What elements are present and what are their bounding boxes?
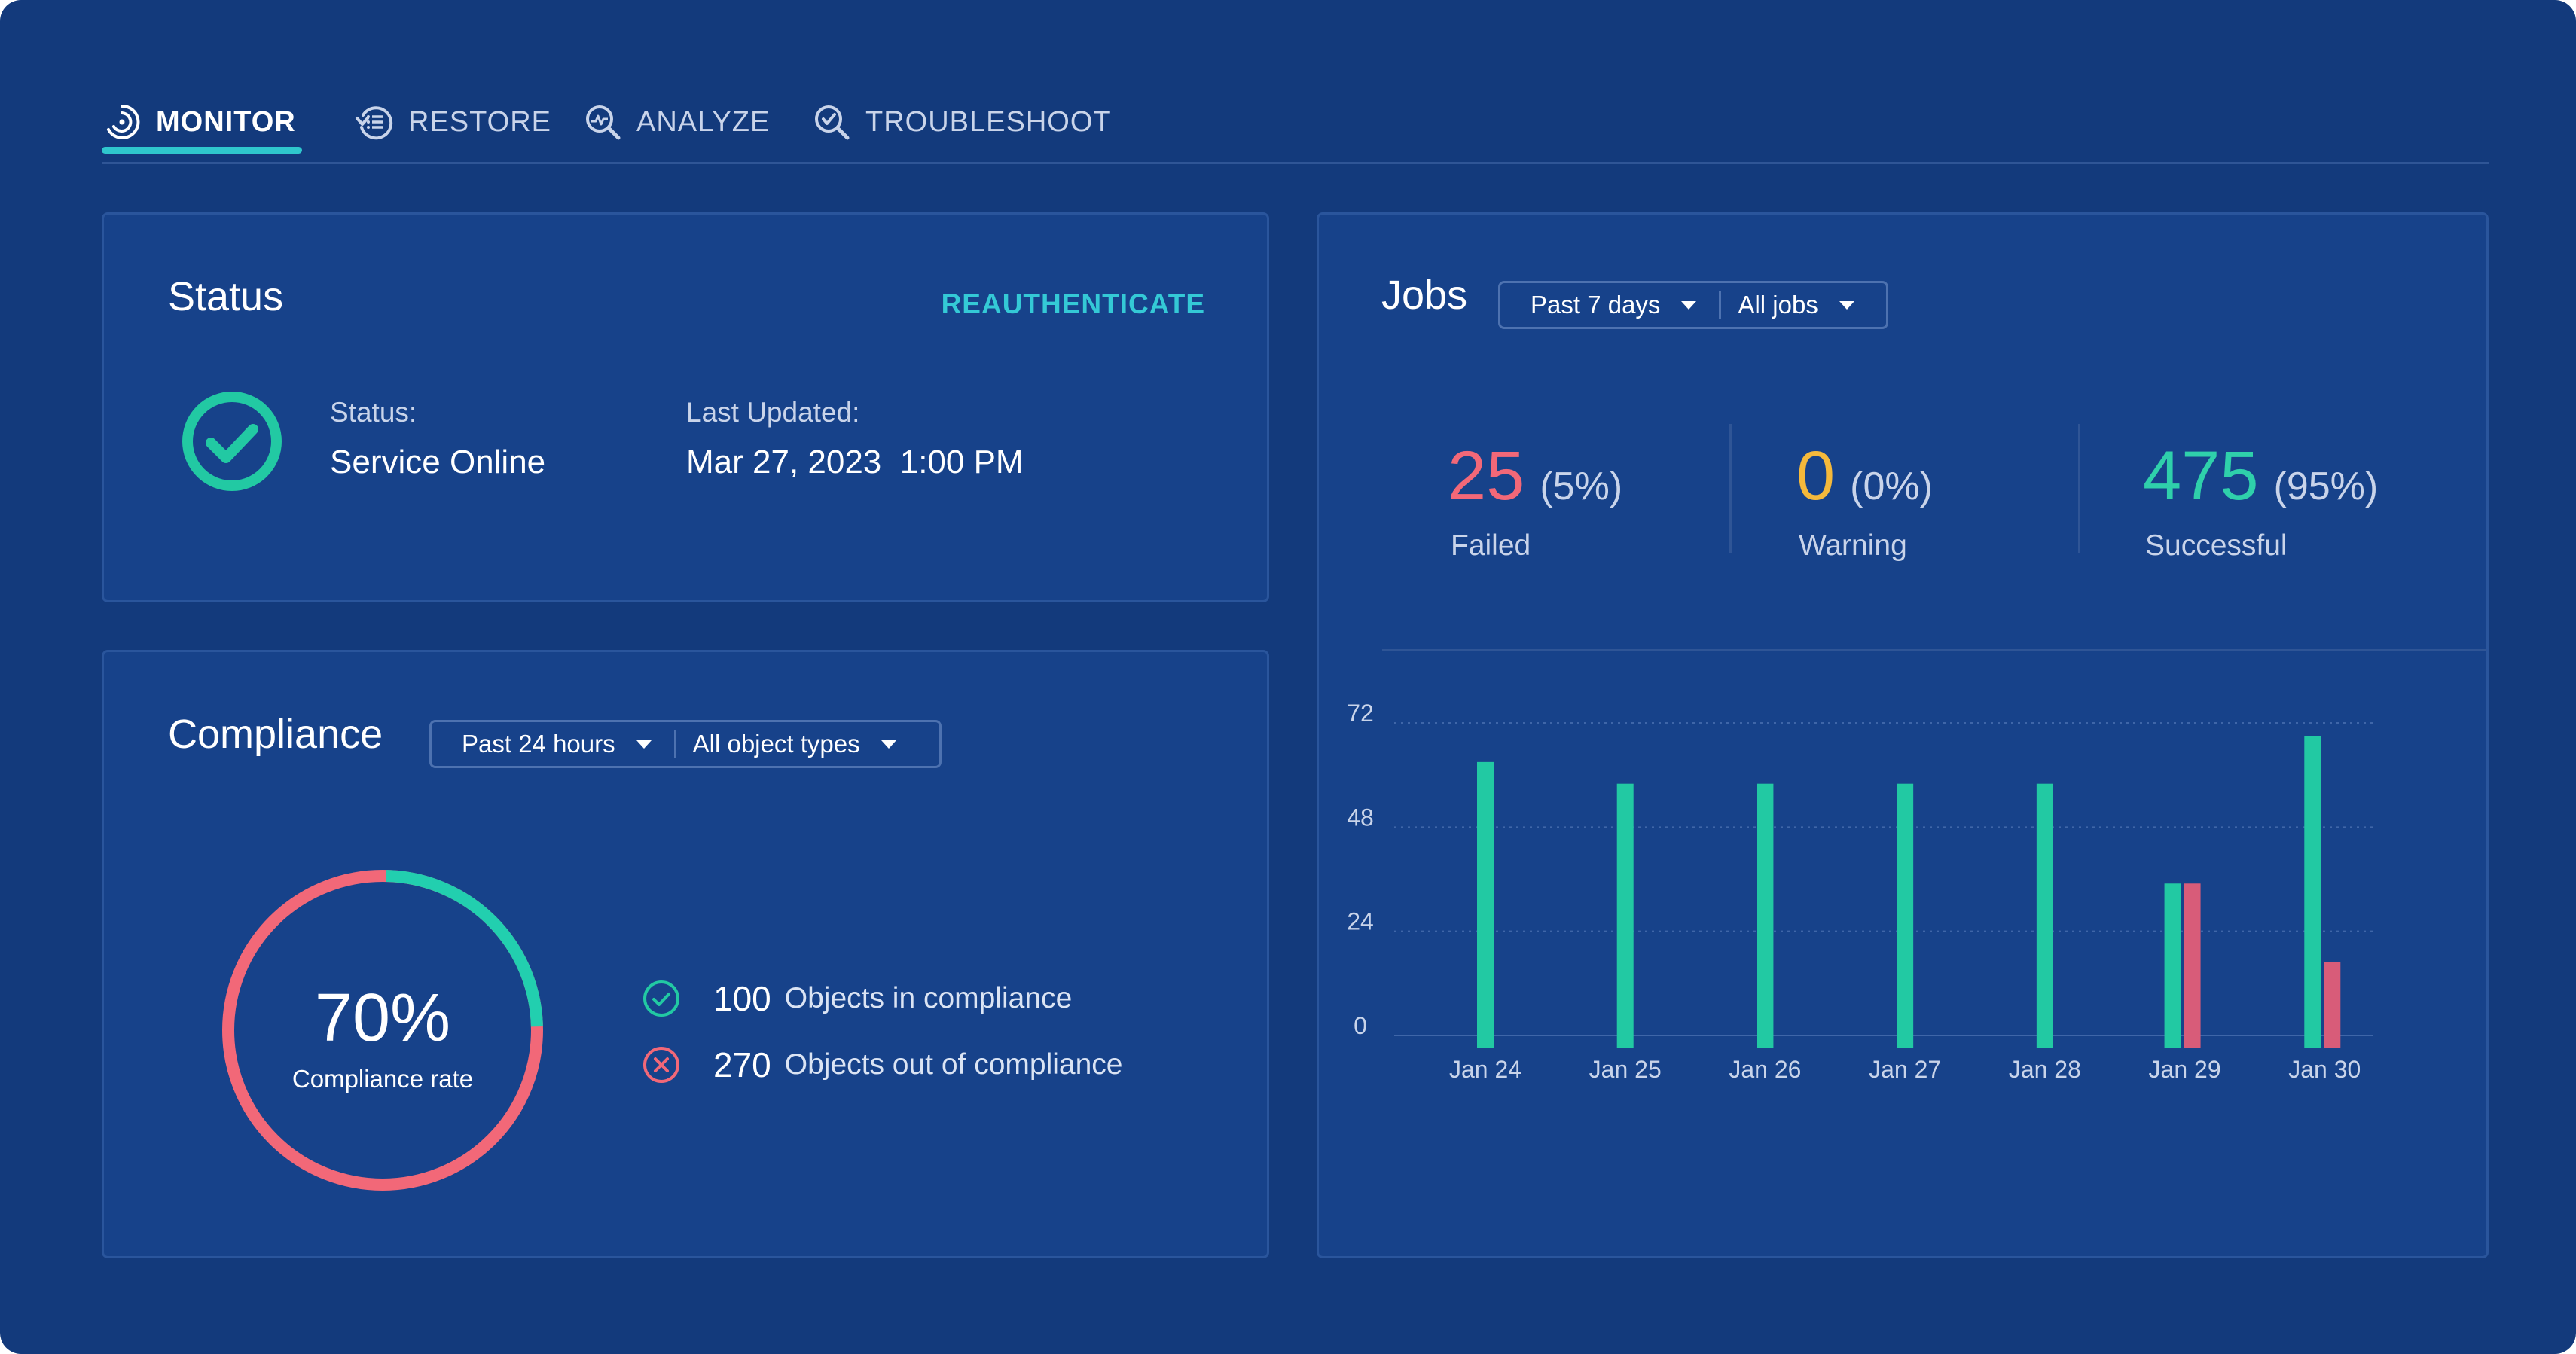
jobs-time-range-value: Past 7 days (1531, 291, 1661, 319)
active-tab-indicator (102, 147, 302, 154)
y-tick-label: 48 (1347, 804, 1374, 831)
troubleshoot-magnifier-icon (815, 105, 850, 140)
compliant-count: 100 (713, 979, 771, 1018)
monitor-spiral-icon (107, 104, 140, 139)
warning-stat: 0 (0%) (1796, 437, 1933, 516)
compliance-filter-dropdown: Past 24 hours All object types (429, 720, 942, 768)
status-value: Service Online (330, 444, 546, 480)
warning-label: Warning (1799, 529, 1907, 562)
failed-count: 25 (1448, 438, 1525, 514)
successful-stat: 475 (95%) (2143, 437, 2378, 516)
analyze-magnifier-icon (586, 105, 621, 140)
status-title: Status (168, 274, 284, 319)
x-tick-label: Jan 29 (2149, 1056, 2221, 1083)
donut-noncompliant-arc (222, 870, 543, 1191)
tab-analyze-label: ANALYZE (636, 105, 771, 138)
compliance-rate-value: 70% (314, 980, 451, 1056)
compliance-donut (222, 870, 543, 1191)
tab-monitor[interactable]: MONITOR (102, 92, 302, 154)
jobs-bar-chart: 72 48 24 0 Jan 24 Jan 25 Jan 26 Jan 27 Jan 28 Jan… (1347, 700, 2373, 1083)
noncompliant-label: Objects out of compliance (784, 1048, 1123, 1081)
compliance-title: Compliance (168, 712, 383, 757)
object-type-value: All object types (692, 730, 860, 758)
stat-divider (1729, 424, 1732, 553)
bar-successful (2036, 783, 2053, 1048)
y-tick-label: 72 (1347, 700, 1374, 727)
bar-successful (1477, 761, 1494, 1048)
warning-percent: (0%) (1850, 465, 1933, 508)
last-updated-label: Last Updated: (686, 397, 860, 428)
x-tick-label: Jan 28 (2009, 1056, 2081, 1083)
bar-successful (1616, 783, 1634, 1048)
tab-troubleshoot-label: TROUBLESHOOT (865, 105, 1112, 138)
jobs-time-range-select[interactable]: Past 7 days (1500, 283, 1719, 327)
job-type-value: All jobs (1738, 291, 1818, 319)
check-circle-icon (182, 392, 282, 491)
bar-successful (2164, 883, 2181, 1048)
chevron-down-icon (1839, 300, 1854, 310)
tab-restore[interactable]: RESTORE (354, 92, 551, 152)
bar-successful (2304, 736, 2321, 1048)
successful-percent: (95%) (2273, 465, 2379, 508)
object-type-select[interactable]: All object types (676, 722, 919, 766)
reauthenticate-link[interactable]: REAUTHENTICATE (941, 288, 1205, 319)
x-tick-label: Jan 30 (2288, 1056, 2361, 1083)
x-tick-label: Jan 26 (1729, 1056, 1801, 1083)
restore-history-icon (356, 106, 393, 140)
x-circle-icon (643, 1047, 679, 1083)
noncompliant-count: 270 (713, 1045, 771, 1084)
y-tick-label: 24 (1347, 908, 1374, 935)
last-updated-value: Mar 27, 2023 1:00 PM (686, 444, 1024, 480)
dropdown-divider (673, 730, 676, 758)
jobs-title: Jobs (1381, 273, 1468, 318)
bar-failed (2324, 962, 2341, 1048)
check-circle-icon (643, 980, 679, 1017)
failed-percent: (5%) (1540, 465, 1623, 508)
chevron-down-icon (1681, 300, 1697, 310)
x-tick-label: Jan 24 (1449, 1056, 1521, 1083)
successful-label: Successful (2145, 529, 2288, 562)
status-card: Status REAUTHENTICATE Status: Service On… (102, 212, 1269, 602)
tab-monitor-label: MONITOR (156, 105, 296, 138)
job-type-select[interactable]: All jobs (1721, 283, 1876, 327)
x-tick-label: Jan 27 (1869, 1056, 1941, 1083)
tab-analyze[interactable]: ANALYZE (582, 92, 770, 152)
jobs-section-divider (1382, 649, 2486, 651)
bar-failed (2184, 883, 2201, 1048)
status-label: Status: (330, 397, 417, 428)
y-tick-label: 0 (1354, 1012, 1367, 1039)
compliant-label: Objects in compliance (784, 982, 1073, 1014)
stat-divider (2078, 424, 2080, 553)
x-tick-label: Jan 25 (1589, 1056, 1662, 1083)
tab-troubleshoot[interactable]: TROUBLESHOOT (811, 92, 1112, 152)
jobs-filter-dropdown: Past 7 days All jobs (1498, 281, 1888, 329)
failed-stat: 25 (5%) (1448, 437, 1622, 516)
bar-successful (1897, 783, 1914, 1048)
successful-count: 475 (2143, 438, 2259, 514)
jobs-card: Jobs Past 7 days All jobs 25 (5%) Failed… (1317, 212, 2489, 1258)
compliance-item: 100 Objects in compliance (641, 978, 1072, 1019)
chevron-down-icon (636, 740, 652, 749)
chevron-down-icon (881, 740, 896, 749)
tab-bar: MONITOR RESTORE ANALYZE (102, 83, 2489, 164)
compliance-card: Compliance Past 24 hours All object type… (102, 650, 1269, 1258)
compliance-item: 270 Objects out of compliance (641, 1044, 1122, 1085)
tab-bar-divider (102, 162, 2489, 164)
time-range-select[interactable]: Past 24 hours (432, 722, 674, 766)
tab-restore-label: RESTORE (408, 105, 552, 138)
compliance-rate-label: Compliance rate (291, 1065, 474, 1093)
bar-successful (1757, 783, 1774, 1048)
warning-count: 0 (1796, 438, 1836, 514)
dropdown-divider (1719, 291, 1722, 319)
time-range-value: Past 24 hours (462, 730, 615, 758)
failed-label: Failed (1451, 529, 1531, 562)
